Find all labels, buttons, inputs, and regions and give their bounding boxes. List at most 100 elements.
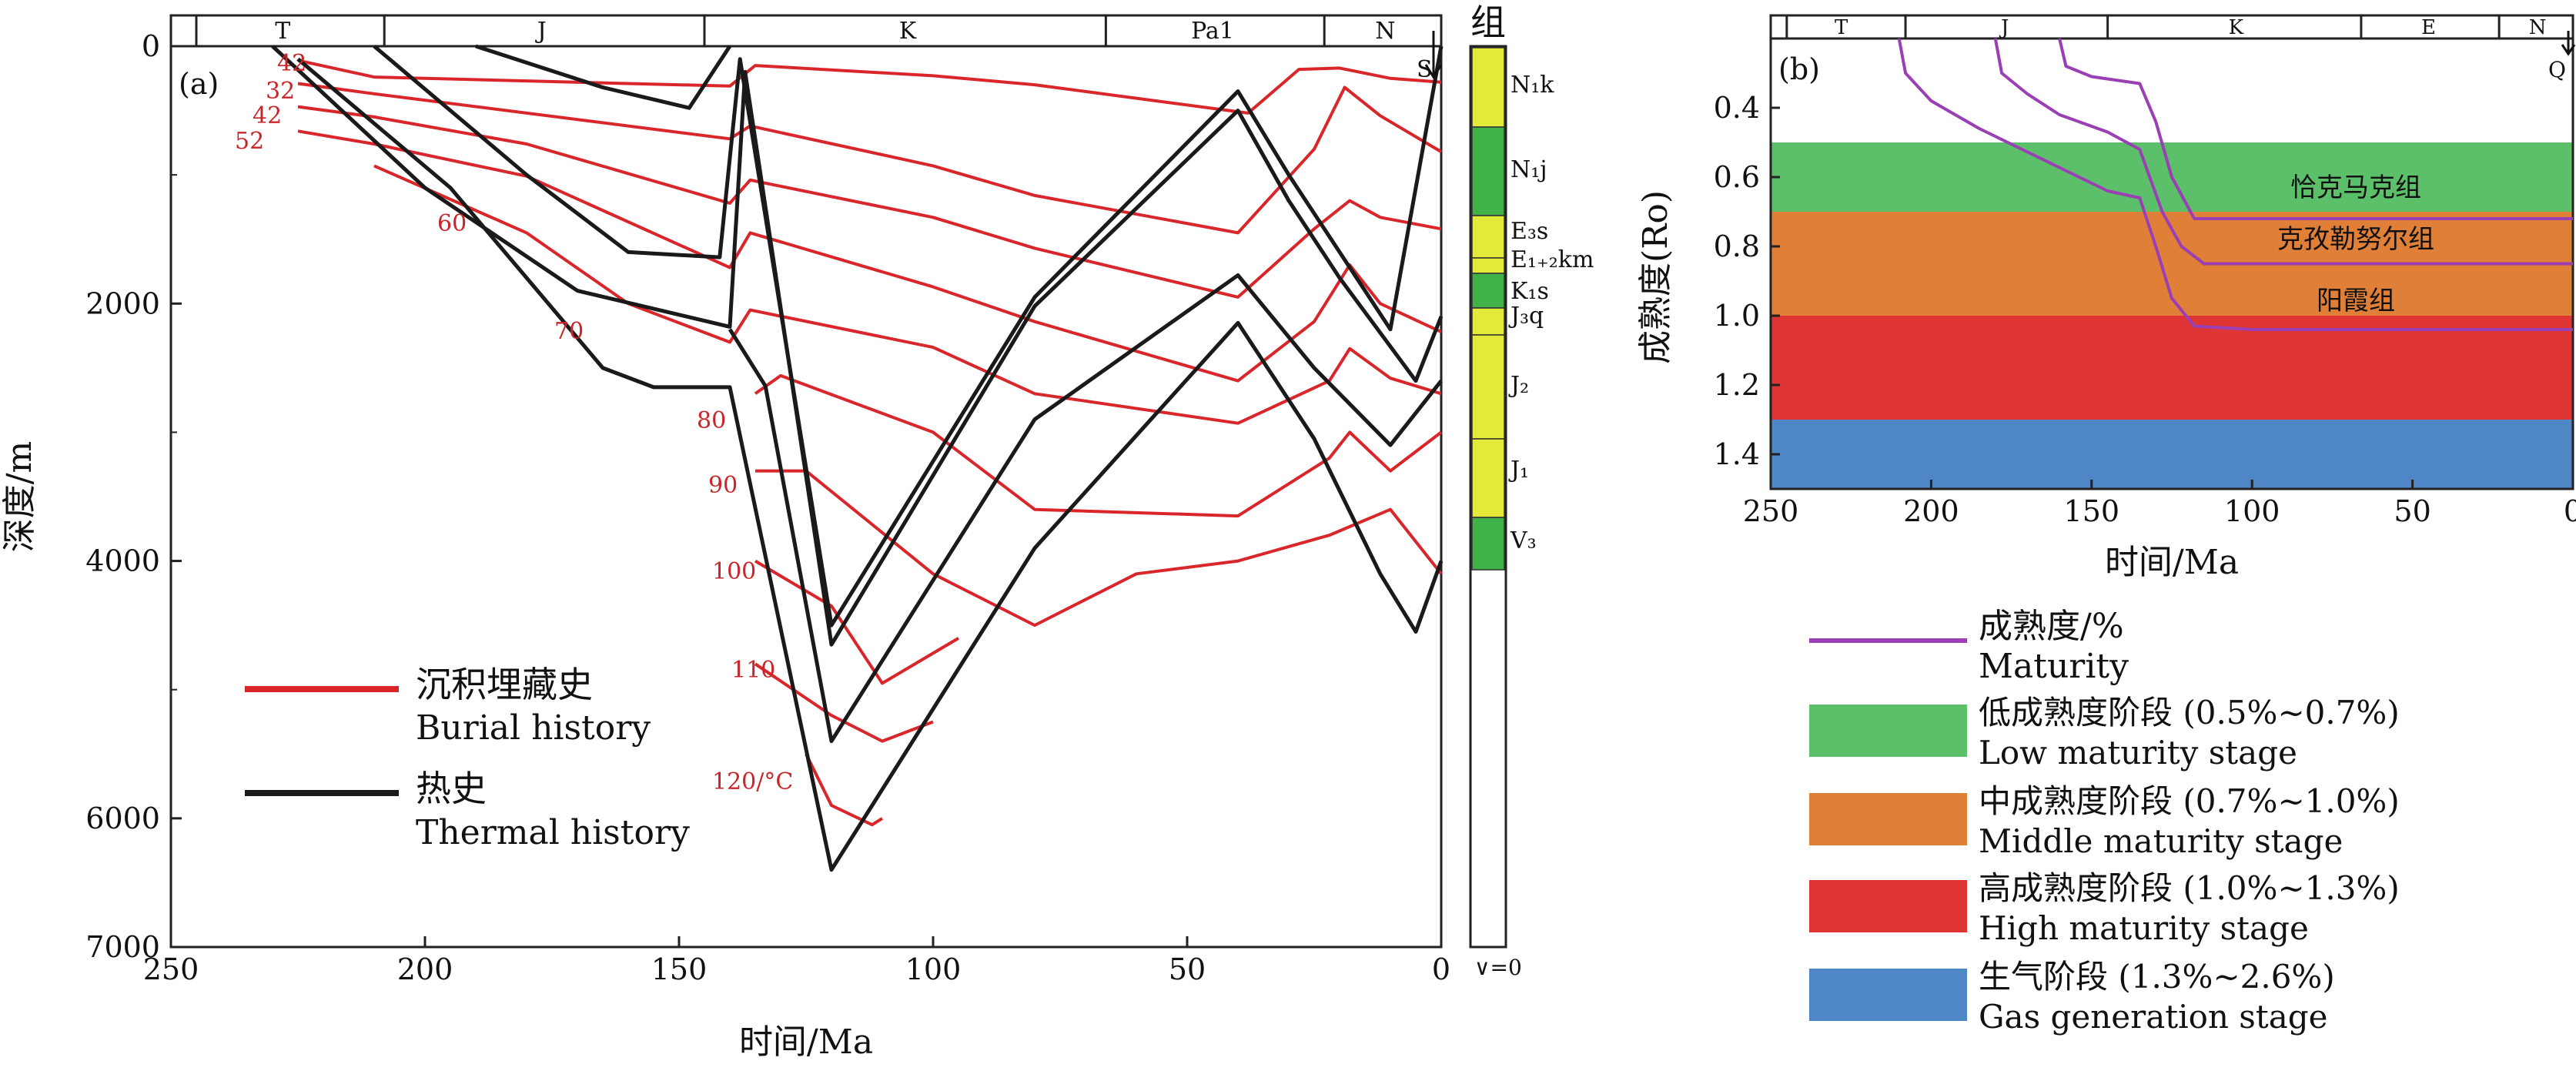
panel-a-surface-label: S [1417, 56, 1433, 83]
strat-unit-label: E₃s [1510, 218, 1548, 245]
y-tick-label: 0.8 [1714, 229, 1760, 263]
x-tick-label: 0 [1432, 952, 1450, 986]
y-tick-label: 1.4 [1714, 437, 1760, 471]
burial-history-line [754, 662, 934, 743]
x-tick-label: 250 [143, 952, 199, 986]
legend-gas-en: Gas generation stage [1979, 998, 2327, 1036]
temperature-label: 100 [712, 558, 756, 585]
panel-b-legend: 成熟度/% Maturity 低成熟度阶段 (0.5%~0.7%) Low ma… [1809, 607, 2400, 1036]
strat-unit-label: J₂ [1508, 372, 1529, 399]
y-tick-label: 6000 [85, 802, 160, 835]
panel-a-xlabel: 时间/Ma [739, 1022, 873, 1062]
legend-high-en: High maturity stage [1979, 909, 2309, 947]
strat-unit-label: J₁ [1508, 457, 1529, 484]
strat-unit-label: N₁j [1510, 156, 1547, 183]
thermal-history-line [728, 273, 1443, 744]
x-tick-label: 200 [1903, 494, 1959, 528]
temperature-label: 90 [708, 472, 738, 499]
panel-a-surface-arrow [1424, 31, 1443, 79]
burial-history-line [755, 469, 1443, 628]
panel-a: T J K Pa1 N 250 200 150 100 50 0 0 2000 4000 6000 7000… [0, 14, 1450, 1062]
thermal-history-line [373, 45, 1444, 628]
period-label: E [2421, 16, 2436, 39]
y-tick-label: 0 [142, 29, 160, 63]
period-label: K [2229, 16, 2244, 39]
panel-a-legend: 沉积埋藏史 Burial history 热史 Thermal history [245, 664, 690, 852]
strat-unit-label: J₃q [1508, 303, 1544, 330]
burial-history-line [373, 164, 1442, 425]
panel-b-surface-arrow [2561, 31, 2576, 56]
legend-burial-cn: 沉积埋藏史 [416, 664, 593, 705]
panel-b-period-bar [1769, 14, 2574, 40]
burial-history-line [754, 373, 1443, 518]
period-label: N [1375, 18, 1395, 45]
x-tick-label: 100 [905, 952, 962, 986]
panel-a-label: (a) [179, 67, 219, 101]
y-tick-label: 0.4 [1714, 91, 1760, 125]
legend-maturity-cn: 成熟度/% [1979, 607, 2124, 646]
maturity-band [1771, 316, 2573, 420]
strat-unit [1471, 257, 1505, 274]
y-tick-label: 1.0 [1714, 299, 1760, 333]
strat-unit [1471, 334, 1505, 440]
period-label: Pa1 [1191, 18, 1234, 45]
x-tick-label: 150 [2064, 494, 2120, 528]
y-tick-label: 4000 [85, 544, 160, 578]
panel-a-series [271, 44, 1444, 872]
legend-low-cn: 低成熟度阶段 (0.5%~0.7%) [1979, 694, 2400, 731]
y-tick-label: 1.2 [1714, 368, 1760, 402]
x-tick-label: 100 [2224, 494, 2280, 528]
burial-history-line [805, 753, 884, 827]
y-tick-label: 2000 [85, 286, 160, 320]
temperature-label: 52 [235, 128, 264, 155]
period-label: T [275, 18, 290, 45]
panel-a-period-dividers [195, 15, 1326, 46]
panel-b-surface-label: Q [2548, 57, 2566, 82]
curve-label-qiakemake: 恰克马克组 [2290, 172, 2421, 203]
maturity-band [1771, 420, 2573, 489]
panel-b-ylabel: 成熟度(Ro) [1636, 190, 1675, 364]
panel-a-plot-frame [169, 45, 1443, 949]
burial-history-line [297, 129, 1442, 383]
thermal-history-line [271, 45, 1444, 647]
panel-b-maturity-bands [1771, 142, 2573, 489]
legend-gas-swatch [1809, 969, 1967, 1021]
strat-unit [1471, 47, 1505, 128]
strat-header: 组 [1470, 2, 1506, 43]
maturity-curve [2058, 38, 2573, 220]
burial-history-line [297, 105, 1442, 299]
period-label: T [1835, 16, 1848, 39]
x-tick-label: 250 [1743, 494, 1799, 528]
strat-unit [1471, 273, 1505, 309]
temperature-label: 110 [731, 657, 775, 684]
panel-b-period-dividers [1785, 15, 2501, 38]
strat-unit [1471, 126, 1505, 216]
period-label: N [2529, 16, 2547, 39]
thermal-history-line [475, 44, 732, 110]
temperature-label: 120/°C [712, 768, 793, 795]
curve-label-yangxia: 阳霞组 [2317, 286, 2395, 316]
strat-bottom-label: ∨=0 [1474, 955, 1522, 980]
y-tick-label: 7000 [85, 930, 160, 964]
burial-history-line [754, 559, 960, 685]
temperature-label: 80 [697, 407, 726, 434]
strat-unit-label: V₃ [1510, 527, 1537, 554]
legend-low-en: Low maturity stage [1979, 734, 2297, 771]
strat-unit [1471, 307, 1505, 336]
temperature-label: 42 [253, 102, 282, 129]
period-label: J [1999, 16, 2009, 39]
legend-low-swatch [1809, 705, 1967, 757]
maturity-curve [1993, 38, 2573, 266]
x-tick-label: 50 [2394, 494, 2430, 528]
panel-b-label: (b) [1778, 52, 1820, 86]
temperature-label: 60 [437, 210, 467, 237]
period-label: K [899, 18, 917, 45]
x-tick-label: 150 [651, 952, 708, 986]
legend-mid-swatch [1809, 793, 1967, 845]
strat-units [1471, 47, 1505, 571]
strat-unit-label: K₁s [1510, 278, 1549, 305]
